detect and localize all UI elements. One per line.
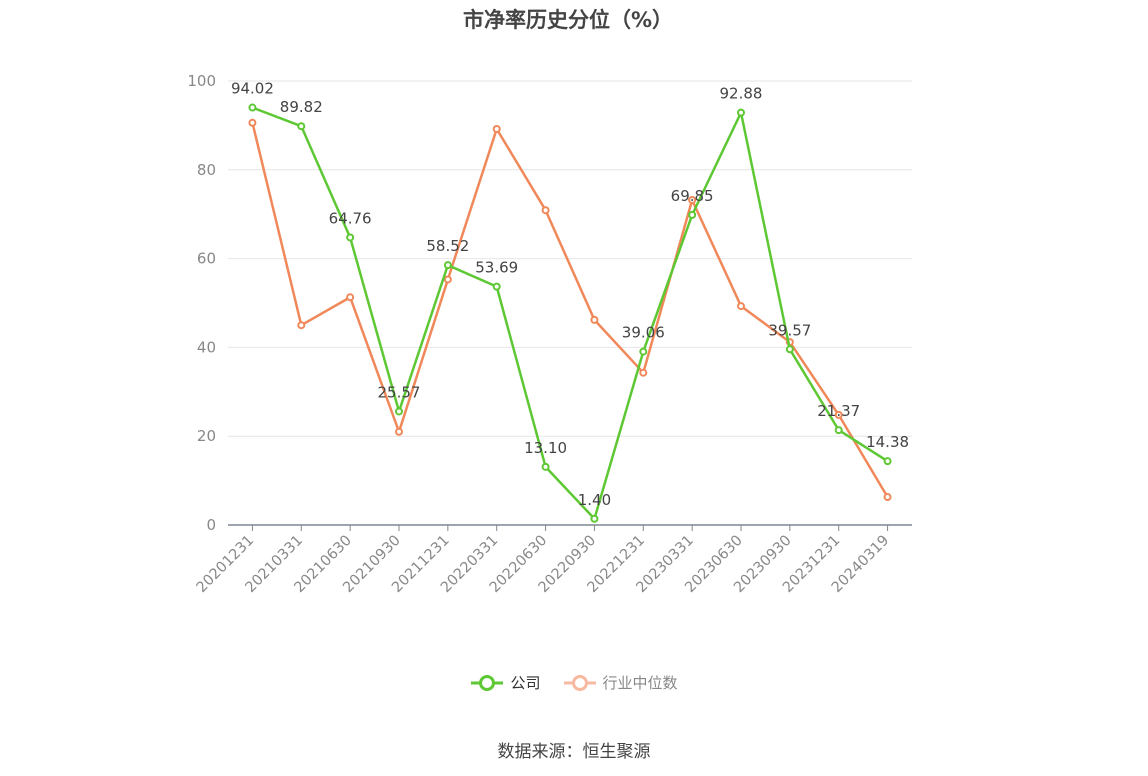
industry-series-point (346, 293, 355, 302)
data-label: 14.38 (866, 433, 909, 451)
y-tick-label: 100 (187, 72, 216, 90)
industry-series-point (395, 427, 403, 436)
y-tick-label: 80 (197, 161, 216, 179)
chart-title: 市净率历史分位（%） (462, 8, 674, 32)
industry-series-point (737, 302, 745, 311)
data-label: 64.76 (329, 209, 372, 227)
data-label: 53.69 (475, 259, 518, 277)
industry-series-point (297, 321, 306, 330)
grid-lines (228, 80, 912, 437)
legend-item-company[interactable]: 公司 (470, 672, 541, 693)
legend-item-industry[interactable]: 行业中位数 (563, 672, 678, 693)
company-series-point (688, 210, 697, 219)
industry-series-point (883, 493, 892, 502)
company-series-line (251, 106, 889, 521)
data-label: 13.10 (524, 439, 567, 457)
data-label: 39.57 (768, 321, 811, 339)
industry-series-point (541, 206, 550, 215)
legend-company-marker (471, 674, 504, 691)
axes (228, 524, 912, 531)
data-label: 94.02 (231, 80, 274, 98)
company-series-point (590, 514, 599, 523)
company-series-point (443, 261, 452, 270)
company-series-point (346, 233, 355, 242)
source-note: 数据来源：恒生聚源 (497, 742, 651, 762)
data-label: 89.82 (280, 98, 323, 116)
data-label: 92.88 (720, 85, 763, 103)
company-series-point (785, 345, 794, 354)
industry-series-line (251, 122, 889, 498)
company-series-point (492, 282, 501, 291)
company-series-point (541, 462, 550, 471)
industry-series-point (834, 410, 843, 419)
company-series-point (737, 108, 745, 117)
industry-series-point (492, 124, 501, 133)
company-series-point (297, 122, 306, 131)
legend: 公司 行业中位数 (0, 672, 1148, 693)
company-series-point (395, 407, 403, 416)
company-series-point (834, 426, 843, 435)
series-layer (248, 103, 892, 523)
industry-series-point (639, 368, 648, 377)
legend-industry-marker (563, 674, 596, 691)
data-label: 69.85 (671, 187, 714, 205)
company-series-point (639, 347, 648, 356)
legend-label-company: 公司 (510, 674, 541, 692)
industry-series-point (688, 195, 697, 204)
industry-series-point (590, 315, 599, 324)
data-label: 1.40 (578, 491, 611, 509)
company-series-point (883, 457, 892, 466)
y-tick-label: 40 (197, 338, 216, 356)
data-label: 25.57 (378, 383, 421, 401)
y-tick-labels: 0 20 40 60 80 100 (187, 72, 216, 534)
y-tick-label: 0 (206, 516, 216, 534)
industry-series-point (248, 118, 257, 127)
data-label: 39.06 (622, 324, 665, 342)
data-label: 58.52 (426, 237, 469, 255)
data-label: 21.37 (817, 402, 860, 420)
legend-label-industry: 行业中位数 (602, 674, 678, 692)
company-series-point (248, 103, 257, 112)
x-tick-labels: 2020123120210331202106302021093020211231… (194, 533, 893, 597)
y-tick-label: 60 (197, 250, 216, 268)
data-labels: 94.02 89.82 64.76 25.57 58.52 53.69 13.10 1.40 3… (231, 80, 909, 509)
industry-series-point (443, 275, 452, 284)
line-chart: 0 20 40 60 80 100 202012312021033120210630202… (187, 72, 912, 597)
y-tick-label: 20 (197, 427, 216, 445)
